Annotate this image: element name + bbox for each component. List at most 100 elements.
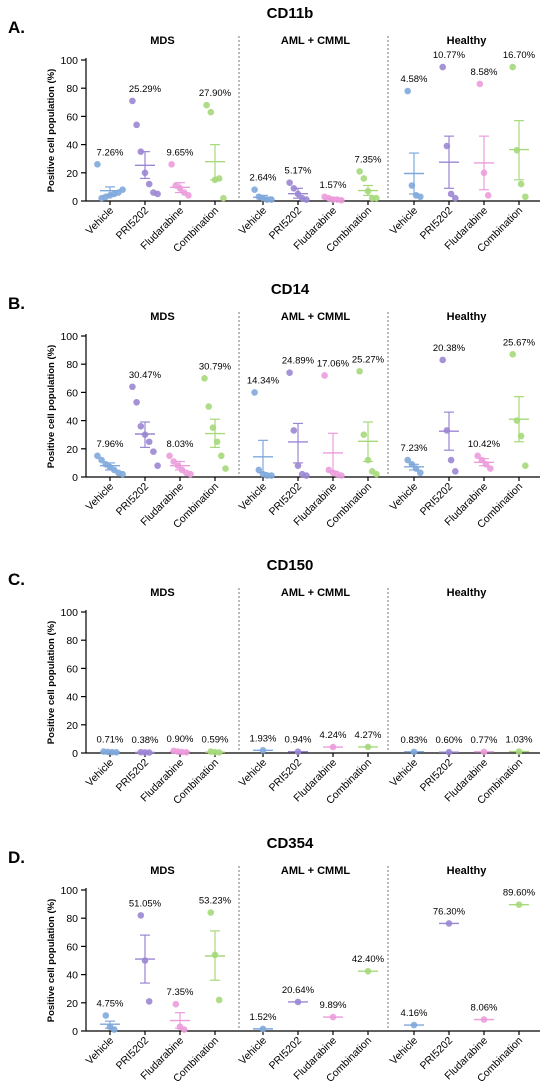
data-point (172, 1000, 180, 1008)
group-label: Healthy (447, 587, 488, 599)
group-label: AML + CMML (281, 311, 350, 323)
percent-label: 17.06% (317, 358, 350, 369)
percent-label: 7.96% (97, 439, 124, 450)
x-tick-label: Vehicle (237, 1035, 270, 1068)
percent-label: 4.16% (401, 1008, 428, 1019)
group-label: Healthy (447, 865, 488, 877)
data-point (522, 462, 529, 470)
data-point (268, 472, 275, 479)
percent-label: 9.89% (320, 1000, 347, 1011)
percent-label: 27.90% (199, 88, 232, 99)
data-point (303, 472, 310, 479)
panel-title: CD354 (267, 835, 314, 852)
y-tick-label: 20 (66, 444, 78, 456)
data-point (373, 194, 380, 202)
x-tick-label: Vehicle (388, 757, 421, 790)
data-point (251, 186, 258, 194)
data-point (205, 403, 212, 410)
data-point (119, 470, 126, 478)
data-point (290, 427, 298, 434)
data-point (150, 448, 157, 455)
data-point (439, 63, 447, 71)
x-tick-label: Vehicle (237, 481, 270, 514)
percent-label: 53.23% (199, 896, 232, 907)
panel-title: CD14 (271, 281, 310, 298)
y-tick-label: 20 (66, 720, 78, 732)
x-tick-label: Vehicle (84, 481, 117, 514)
data-point (417, 193, 424, 201)
percent-label: 2.64% (250, 173, 277, 184)
data-point (145, 438, 153, 446)
data-point (452, 468, 459, 475)
data-point (129, 97, 136, 105)
x-tick-label: Vehicle (84, 205, 117, 238)
percent-label: 1.93% (250, 733, 277, 744)
data-point (98, 456, 105, 464)
percent-label: 0.59% (202, 735, 229, 746)
y-tick-label: 20 (66, 168, 78, 180)
data-point (356, 367, 363, 375)
y-tick-label: 60 (66, 663, 78, 675)
data-point (110, 1026, 118, 1033)
percent-label: 7.35% (355, 154, 382, 165)
y-tick-label: 60 (66, 111, 78, 123)
data-point (439, 356, 447, 364)
group-label: MDS (150, 587, 174, 599)
percent-label: 1.52% (250, 1012, 277, 1023)
percent-label: 42.40% (352, 954, 385, 965)
data-point (220, 194, 227, 202)
data-point (404, 456, 412, 464)
percent-label: 5.17% (285, 166, 312, 177)
percent-label: 7.26% (97, 147, 124, 158)
percent-label: 76.30% (433, 906, 466, 917)
y-tick-label: 80 (66, 635, 78, 647)
percent-label: 25.27% (352, 354, 385, 365)
y-tick-label: 40 (66, 140, 78, 152)
percent-label: 25.67% (503, 337, 536, 348)
panel-letter: A. (8, 18, 25, 37)
data-point (154, 190, 161, 198)
data-point (487, 465, 494, 472)
data-point (133, 398, 140, 406)
data-point (484, 192, 492, 199)
data-point (303, 196, 310, 203)
y-tick-label: 60 (66, 387, 78, 399)
y-tick-label: 40 (66, 970, 78, 982)
percent-label: 30.47% (129, 370, 162, 381)
data-point (203, 101, 210, 109)
group-label: Healthy (447, 311, 488, 323)
y-tick-label: 20 (66, 998, 78, 1010)
data-point (286, 179, 293, 186)
data-point (137, 422, 145, 430)
data-point (133, 121, 140, 129)
y-tick-label: 0 (72, 1026, 78, 1038)
percent-label: 1.57% (320, 180, 347, 191)
y-tick-label: 0 (72, 196, 78, 208)
data-point (207, 108, 215, 116)
data-point (94, 161, 101, 168)
data-point (145, 180, 153, 188)
percent-label: 16.70% (503, 50, 536, 61)
data-point (447, 456, 455, 464)
percent-label: 51.05% (129, 898, 162, 909)
data-point (207, 909, 215, 916)
data-point (137, 912, 145, 919)
group-label: MDS (150, 865, 174, 877)
data-point (185, 192, 192, 199)
y-tick-label: 100 (60, 607, 78, 619)
percent-label: 0.94% (285, 735, 312, 746)
y-axis-label: Positive cell population (%) (46, 621, 57, 745)
percent-label: 1.03% (506, 735, 533, 746)
percent-label: 89.60% (503, 888, 536, 899)
data-point (129, 383, 136, 391)
data-point (338, 472, 345, 479)
y-tick-label: 100 (60, 885, 78, 897)
group-label: AML + CMML (281, 865, 350, 877)
data-point (447, 190, 455, 198)
panel-title: CD11b (267, 5, 314, 22)
data-point (201, 375, 208, 382)
percent-label: 8.06% (471, 1003, 498, 1014)
data-point (474, 452, 482, 460)
data-point (417, 469, 424, 477)
x-tick-label: Vehicle (388, 205, 421, 238)
